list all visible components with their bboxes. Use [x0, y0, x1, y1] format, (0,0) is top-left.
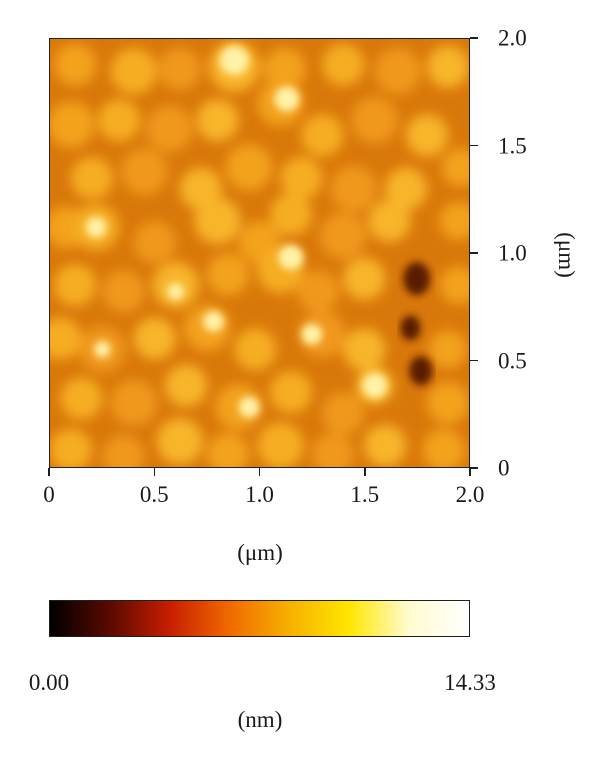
grain: [133, 221, 176, 264]
x-axis-title: (μm): [237, 540, 283, 565]
y-tick: [470, 252, 478, 254]
x-tick: [258, 468, 261, 476]
grain-peak: [301, 323, 323, 345]
grain: [385, 167, 428, 210]
grain: [54, 43, 97, 86]
grain: [50, 317, 82, 360]
grain: [110, 379, 157, 426]
y-tick-label: 0: [498, 455, 510, 481]
colorbar: [49, 600, 470, 637]
colorbar-min-label: 0.00: [28, 670, 70, 695]
grain: [364, 424, 407, 467]
grain: [156, 418, 203, 465]
grain: [351, 97, 398, 144]
grain: [102, 435, 145, 467]
x-tick-label: 1.5: [350, 482, 380, 507]
grain: [368, 199, 411, 242]
y-tick: [470, 467, 478, 469]
y-tick-label: 2.0: [498, 25, 527, 51]
grain: [50, 101, 95, 148]
grain: [422, 428, 465, 467]
grain: [322, 43, 365, 86]
grain: [406, 114, 449, 157]
grain-peak: [274, 86, 300, 112]
grain: [301, 114, 344, 157]
grain: [343, 328, 386, 371]
x-tick: [48, 468, 50, 476]
grain-peak: [85, 216, 107, 238]
y-tick-label: 1.0: [498, 240, 527, 266]
x-tick-label: 2.0: [455, 482, 485, 507]
grain-peak: [362, 373, 388, 399]
grain: [196, 99, 239, 142]
grain: [269, 371, 312, 414]
afm-height-map: [49, 38, 470, 468]
grain: [374, 48, 421, 95]
grain: [441, 148, 469, 187]
grain: [280, 157, 323, 200]
grain: [146, 105, 193, 152]
y-tick-label: 1.5: [498, 133, 527, 158]
y-tick-label: 0.5: [498, 348, 527, 373]
grain: [257, 422, 304, 467]
x-tick-label: 0.5: [139, 482, 169, 507]
grain: [225, 144, 273, 191]
x-tick-label: 0: [43, 482, 55, 507]
grain-peak: [278, 244, 304, 270]
grain: [427, 381, 469, 424]
grain: [165, 364, 208, 407]
grain: [70, 157, 113, 200]
y-tick: [470, 144, 478, 147]
grain: [297, 270, 340, 313]
y-tick: [470, 359, 478, 362]
grain: [343, 257, 386, 300]
grain: [311, 433, 354, 467]
grain-peak: [219, 45, 249, 76]
grain: [263, 47, 306, 90]
x-tick-label: 1.0: [245, 482, 274, 507]
grain: [322, 392, 365, 435]
grain: [207, 253, 250, 296]
surface-pit: [403, 261, 431, 296]
x-tick: [364, 468, 366, 476]
colorbar-unit-label: (nm): [237, 707, 283, 732]
grain: [427, 45, 469, 88]
grain: [439, 202, 469, 240]
grain: [269, 193, 312, 236]
grain: [234, 328, 277, 371]
y-axis-title: (μm): [554, 232, 579, 278]
grain: [299, 311, 346, 358]
grain: [98, 99, 141, 142]
afm-height-map-svg: [50, 39, 469, 467]
grain: [50, 428, 92, 467]
grain: [110, 48, 157, 95]
grain-peak: [93, 340, 111, 358]
grain: [133, 317, 176, 360]
surface-pit: [409, 356, 433, 386]
grain: [320, 212, 367, 259]
grain-peak: [202, 311, 224, 332]
grain: [102, 270, 145, 313]
grain: [54, 264, 97, 307]
x-tick: [469, 468, 471, 476]
grain-peak: [238, 396, 260, 418]
grain: [330, 165, 377, 212]
grain: [158, 47, 201, 90]
grain: [60, 377, 103, 420]
grain-peak: [167, 283, 185, 300]
surface-pit: [400, 315, 421, 341]
colorbar-max-label: 14.33: [444, 670, 496, 695]
grain: [207, 433, 250, 467]
y-tick: [470, 37, 478, 39]
grain: [121, 148, 168, 195]
grain: [439, 266, 469, 304]
grain: [194, 197, 241, 245]
grain: [429, 330, 467, 369]
x-tick: [153, 468, 155, 476]
